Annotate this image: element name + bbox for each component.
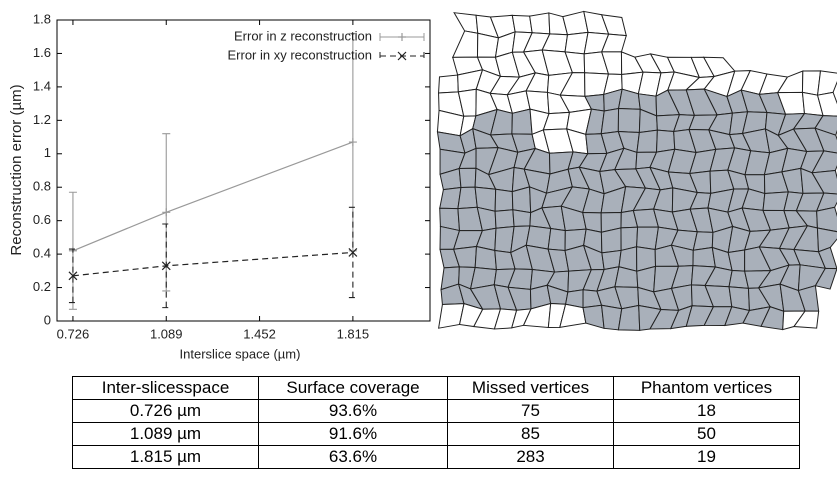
- x-tick-label: 1.815: [337, 326, 370, 341]
- table-cell: 18: [613, 399, 800, 423]
- table-cell: 0.726 µm: [72, 399, 259, 423]
- cell: [451, 30, 479, 58]
- x-tick-label: 1.089: [150, 326, 183, 341]
- cell: [453, 12, 479, 34]
- table-cell: Surface coverage: [258, 376, 448, 400]
- cell-image: [436, 10, 837, 331]
- legend-label: Error in xy reconstruction: [228, 47, 373, 62]
- cell: [816, 206, 837, 233]
- marker: [68, 271, 78, 281]
- error-bar: [68, 248, 77, 304]
- marker: [161, 261, 171, 271]
- table-cell: 91.6%: [258, 422, 448, 446]
- cell: [600, 227, 622, 254]
- marker: [397, 51, 407, 61]
- table-cell: Missed vertices: [447, 376, 614, 400]
- cell: [656, 129, 676, 153]
- cell: [811, 169, 837, 195]
- table-cell: 75: [447, 399, 614, 423]
- x-axis-label: Interslice space (µm): [180, 346, 301, 361]
- cell: [582, 304, 605, 330]
- figure: Interslice space (µm) Reconstruction err…: [8, 10, 837, 361]
- y-tick-label: 0: [44, 312, 51, 327]
- cell: [814, 127, 837, 154]
- x-tick-label: 0.726: [57, 326, 90, 341]
- cell: [458, 167, 477, 188]
- legend-label: Error in z reconstruction: [234, 28, 372, 43]
- table-cell: 19: [613, 445, 800, 469]
- cell: [512, 209, 532, 228]
- cell: [816, 91, 837, 117]
- cell: [457, 186, 478, 210]
- table-cell: 1.089 µm: [72, 422, 259, 446]
- cell: [600, 107, 620, 135]
- table-cell: 1.815 µm: [72, 445, 259, 469]
- cell: [494, 188, 514, 212]
- y-tick-label: 1: [44, 145, 51, 160]
- table-cell: 93.6%: [258, 399, 448, 423]
- table-cell: 85: [447, 422, 614, 446]
- table-row: 1.815 µm 63.6% 283 19: [72, 445, 800, 469]
- cell: [814, 267, 837, 290]
- series-line: [72, 141, 354, 252]
- y-axis-label: Reconstruction error (µm): [8, 84, 25, 255]
- cell: [636, 129, 658, 153]
- cell: [547, 227, 566, 252]
- cell: [476, 32, 500, 58]
- results-table: Inter-slicesspace Surface coverage Missed …: [72, 376, 800, 469]
- table-row: 0.726 µm 93.6% 75 18: [72, 399, 800, 423]
- table-cell: 63.6%: [258, 445, 448, 469]
- cell: [617, 304, 641, 331]
- marker: [348, 138, 357, 147]
- table-row: Inter-slicesspace Surface coverage Missed …: [72, 376, 800, 400]
- y-tick-label: 1.2: [33, 112, 51, 127]
- y-tick-label: 1.6: [33, 45, 51, 60]
- cell: [511, 14, 533, 34]
- cell: [494, 209, 515, 229]
- marker: [348, 248, 358, 257]
- cell: [793, 310, 820, 329]
- cell: [511, 186, 532, 214]
- table-cell: Phantom vertices: [613, 376, 800, 400]
- marker: [398, 33, 406, 41]
- y-tick-label: 0.6: [33, 212, 51, 227]
- table-row: 1.089 µm 91.6% 85 50: [72, 422, 800, 446]
- x-tick-label: 1.452: [243, 326, 276, 341]
- y-tick-label: 0.8: [33, 179, 51, 194]
- y-tick-label: 0.4: [33, 246, 51, 261]
- table-cell: 283: [447, 445, 614, 469]
- series-line: [72, 251, 353, 277]
- cell: [529, 12, 551, 35]
- plot-frame: [56, 19, 431, 322]
- cell: [439, 186, 462, 210]
- marker: [162, 208, 171, 217]
- table-cell: 50: [613, 422, 800, 446]
- cell: [816, 70, 837, 96]
- y-tick-label: 1.4: [33, 78, 51, 93]
- y-tick-label: 1.8: [33, 11, 51, 26]
- cell: [474, 245, 497, 271]
- cell: [692, 246, 716, 268]
- cell: [617, 108, 641, 134]
- y-tick-label: 0.2: [33, 279, 51, 294]
- table-cell: Inter-slicesspace: [72, 376, 259, 400]
- cell: [438, 74, 459, 94]
- cell: [511, 108, 533, 135]
